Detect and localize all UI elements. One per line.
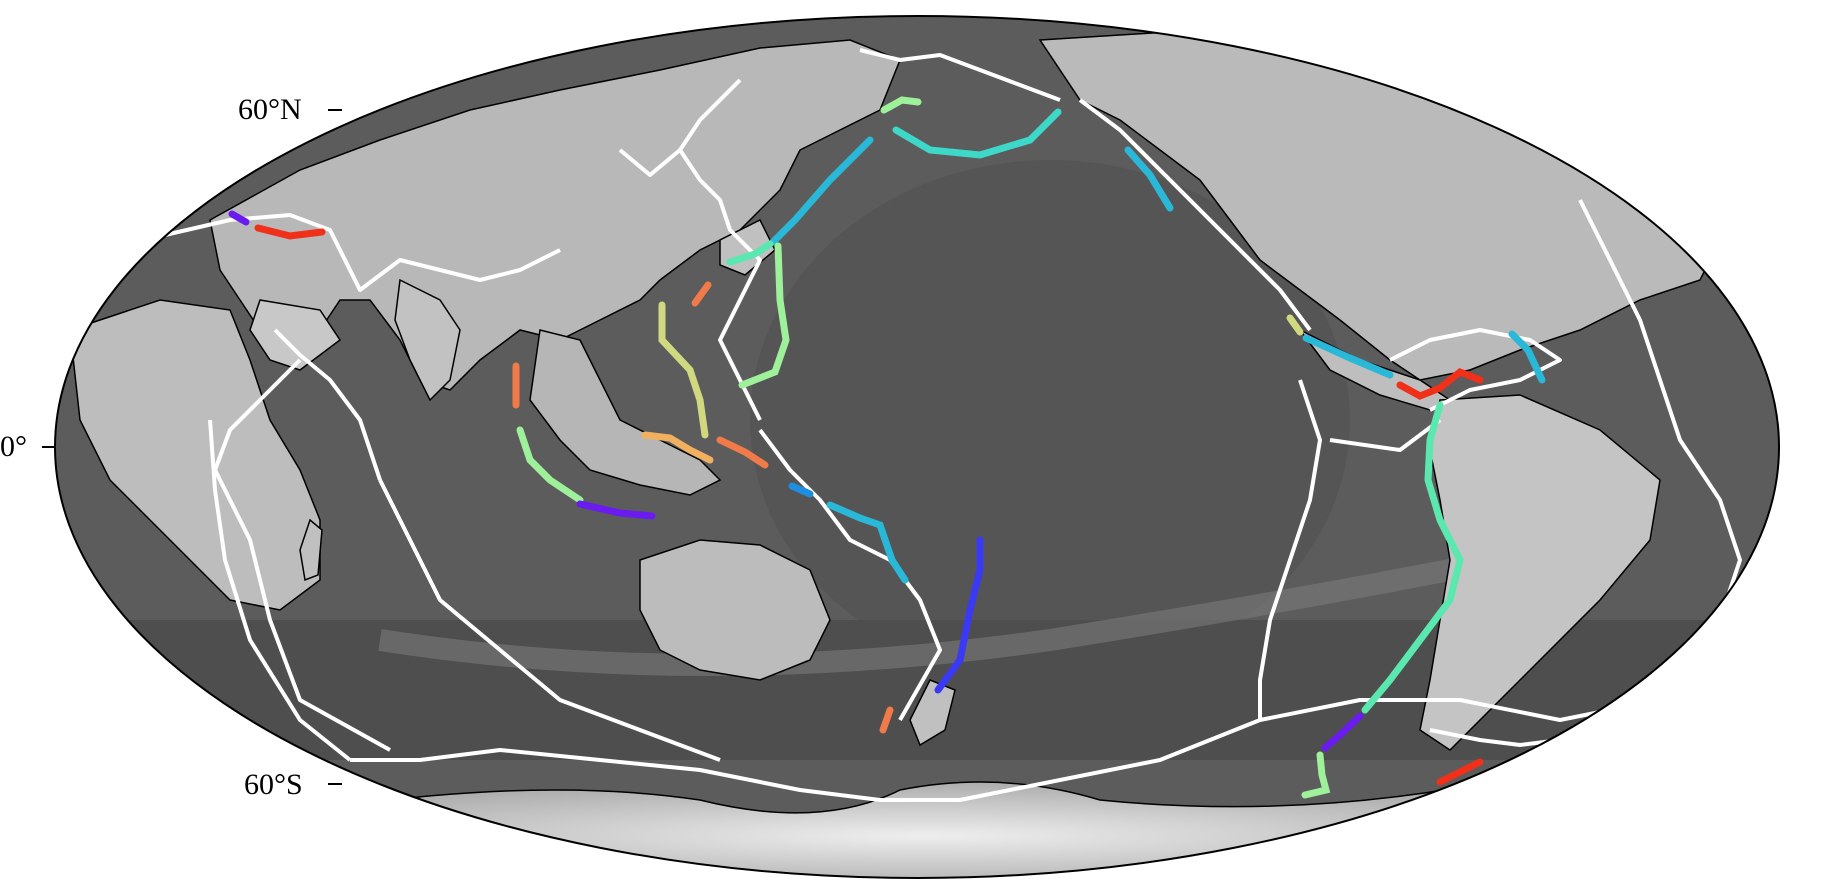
subduction-segment-banda <box>641 431 714 464</box>
subduction-segment-solomon <box>826 501 909 584</box>
subduction-segment-mediterranean-east <box>254 224 326 240</box>
subduction-segment-izu-bonin <box>738 242 790 389</box>
subduction-zones <box>228 96 1546 799</box>
subduction-segment-ryukyu <box>658 301 709 439</box>
subduction-segment-middle-america <box>1302 334 1394 379</box>
plate-boundary-arabia <box>273 328 382 481</box>
plate-boundary-antarctic <box>350 658 1761 802</box>
plate-boundary-arctic <box>859 48 1061 102</box>
plate-boundary-africa-south <box>208 419 352 762</box>
plate-boundary-southeast-indian <box>378 479 721 762</box>
plate-boundary-scotia <box>1429 728 1561 747</box>
subduction-segment-nankai <box>691 281 712 307</box>
subduction-segment-aleutian-west <box>880 96 922 114</box>
antarctica-landmass <box>148 779 1701 878</box>
subduction-segment-japan <box>726 240 774 266</box>
subduction-segment-lesser-antilles <box>1508 330 1546 384</box>
mid-ocean-ridge-south <box>378 549 1503 676</box>
subduction-segment-mediterranean-west <box>228 210 250 226</box>
subduction-segment-tonga <box>934 536 984 694</box>
latitude-label-60s: 60°S <box>244 768 303 801</box>
subduction-segment-andes <box>1361 401 1464 714</box>
latitude-label-60n: 60°N <box>238 93 302 126</box>
latitude-label-equator: 0° <box>0 430 27 463</box>
southeast-asia-landmass <box>529 329 722 496</box>
plate-boundaries <box>164 48 1761 802</box>
subduction-segment-aleutian <box>892 108 1062 159</box>
subduction-segment-new-britain <box>788 482 814 498</box>
subduction-segment-cascadia <box>1286 314 1304 336</box>
subduction-segment-java <box>576 500 656 520</box>
subduction-segment-colombia <box>1396 367 1484 400</box>
subduction-segment-patagonia <box>1301 751 1331 799</box>
plate-boundary-philippine <box>678 148 762 421</box>
australia-landmass <box>639 539 831 681</box>
latitude-ticks <box>42 109 342 785</box>
plate-boundary-eurasia-north <box>164 213 561 292</box>
subduction-segment-south-sandwich <box>1436 758 1484 786</box>
plate-boundary-caribbean <box>1389 328 1562 412</box>
subduction-segment-molucca <box>716 436 769 469</box>
africa-landmass <box>69 299 321 611</box>
madagascar-landmass <box>299 518 323 582</box>
greenland-landmass <box>1499 39 1701 141</box>
deep-ocean-shade <box>750 160 1350 680</box>
plate-boundary-galapagos <box>1329 418 1442 452</box>
arabia-landmass <box>249 299 342 371</box>
subduction-segment-alaska <box>1124 146 1174 212</box>
subduction-segment-kermadec-south <box>879 706 894 734</box>
india-landmass <box>394 278 461 402</box>
subduction-segment-kuril <box>769 136 874 246</box>
plate-boundary-indian-ocean <box>213 358 391 752</box>
plate-boundary-asia-interior <box>618 78 742 177</box>
plate-boundary-east-pacific-rise <box>1258 379 1322 720</box>
subduction-segment-sumatra <box>516 426 584 504</box>
new-zealand-landmass <box>909 679 956 747</box>
subduction-segment-chile-south <box>1321 712 1364 752</box>
plate-boundary-north-america-west <box>1078 98 1312 332</box>
plate-boundary-pacific-west <box>758 428 942 721</box>
